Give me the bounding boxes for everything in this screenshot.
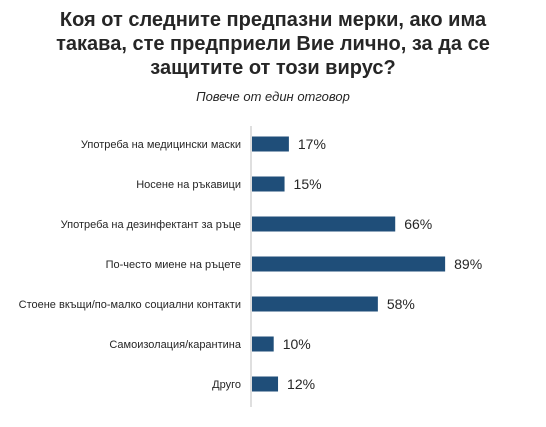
data-label: 66% (404, 216, 432, 232)
data-label: 10% (283, 336, 311, 352)
chart-title-line: такава, сте предприели Вие лично, за да … (56, 33, 490, 55)
category-label: По-често миене на ръцете (106, 259, 241, 271)
data-label: 12% (287, 376, 315, 392)
data-label: 89% (454, 256, 482, 272)
bar (252, 256, 446, 272)
category-label: Употреба на медицински маски (81, 139, 241, 151)
data-label: 17% (298, 136, 326, 152)
category-label: Самоизолация/карантина (109, 339, 242, 351)
category-label: Употреба на дезинфектант за ръце (61, 219, 241, 231)
category-label: Стоене вкъщи/по-малко социални контакти (19, 299, 241, 311)
bar (252, 136, 289, 152)
bar (252, 376, 279, 392)
chart-subtitle: Повече от един отговор (196, 89, 350, 104)
bar (252, 216, 396, 232)
category-label: Друго (212, 379, 241, 391)
data-label: 58% (387, 296, 415, 312)
category-label: Носене на ръкавици (136, 179, 241, 191)
bar (252, 296, 378, 312)
data-label: 15% (294, 176, 322, 192)
bar (252, 336, 274, 352)
chart-title-line: защитите от този вирус? (150, 57, 396, 79)
chart-title-line: Коя от следните предпазни мерки, ако има (59, 9, 487, 31)
bar (252, 176, 285, 192)
chart-title: Коя от следните предпазни мерки, ако има… (0, 8, 546, 80)
